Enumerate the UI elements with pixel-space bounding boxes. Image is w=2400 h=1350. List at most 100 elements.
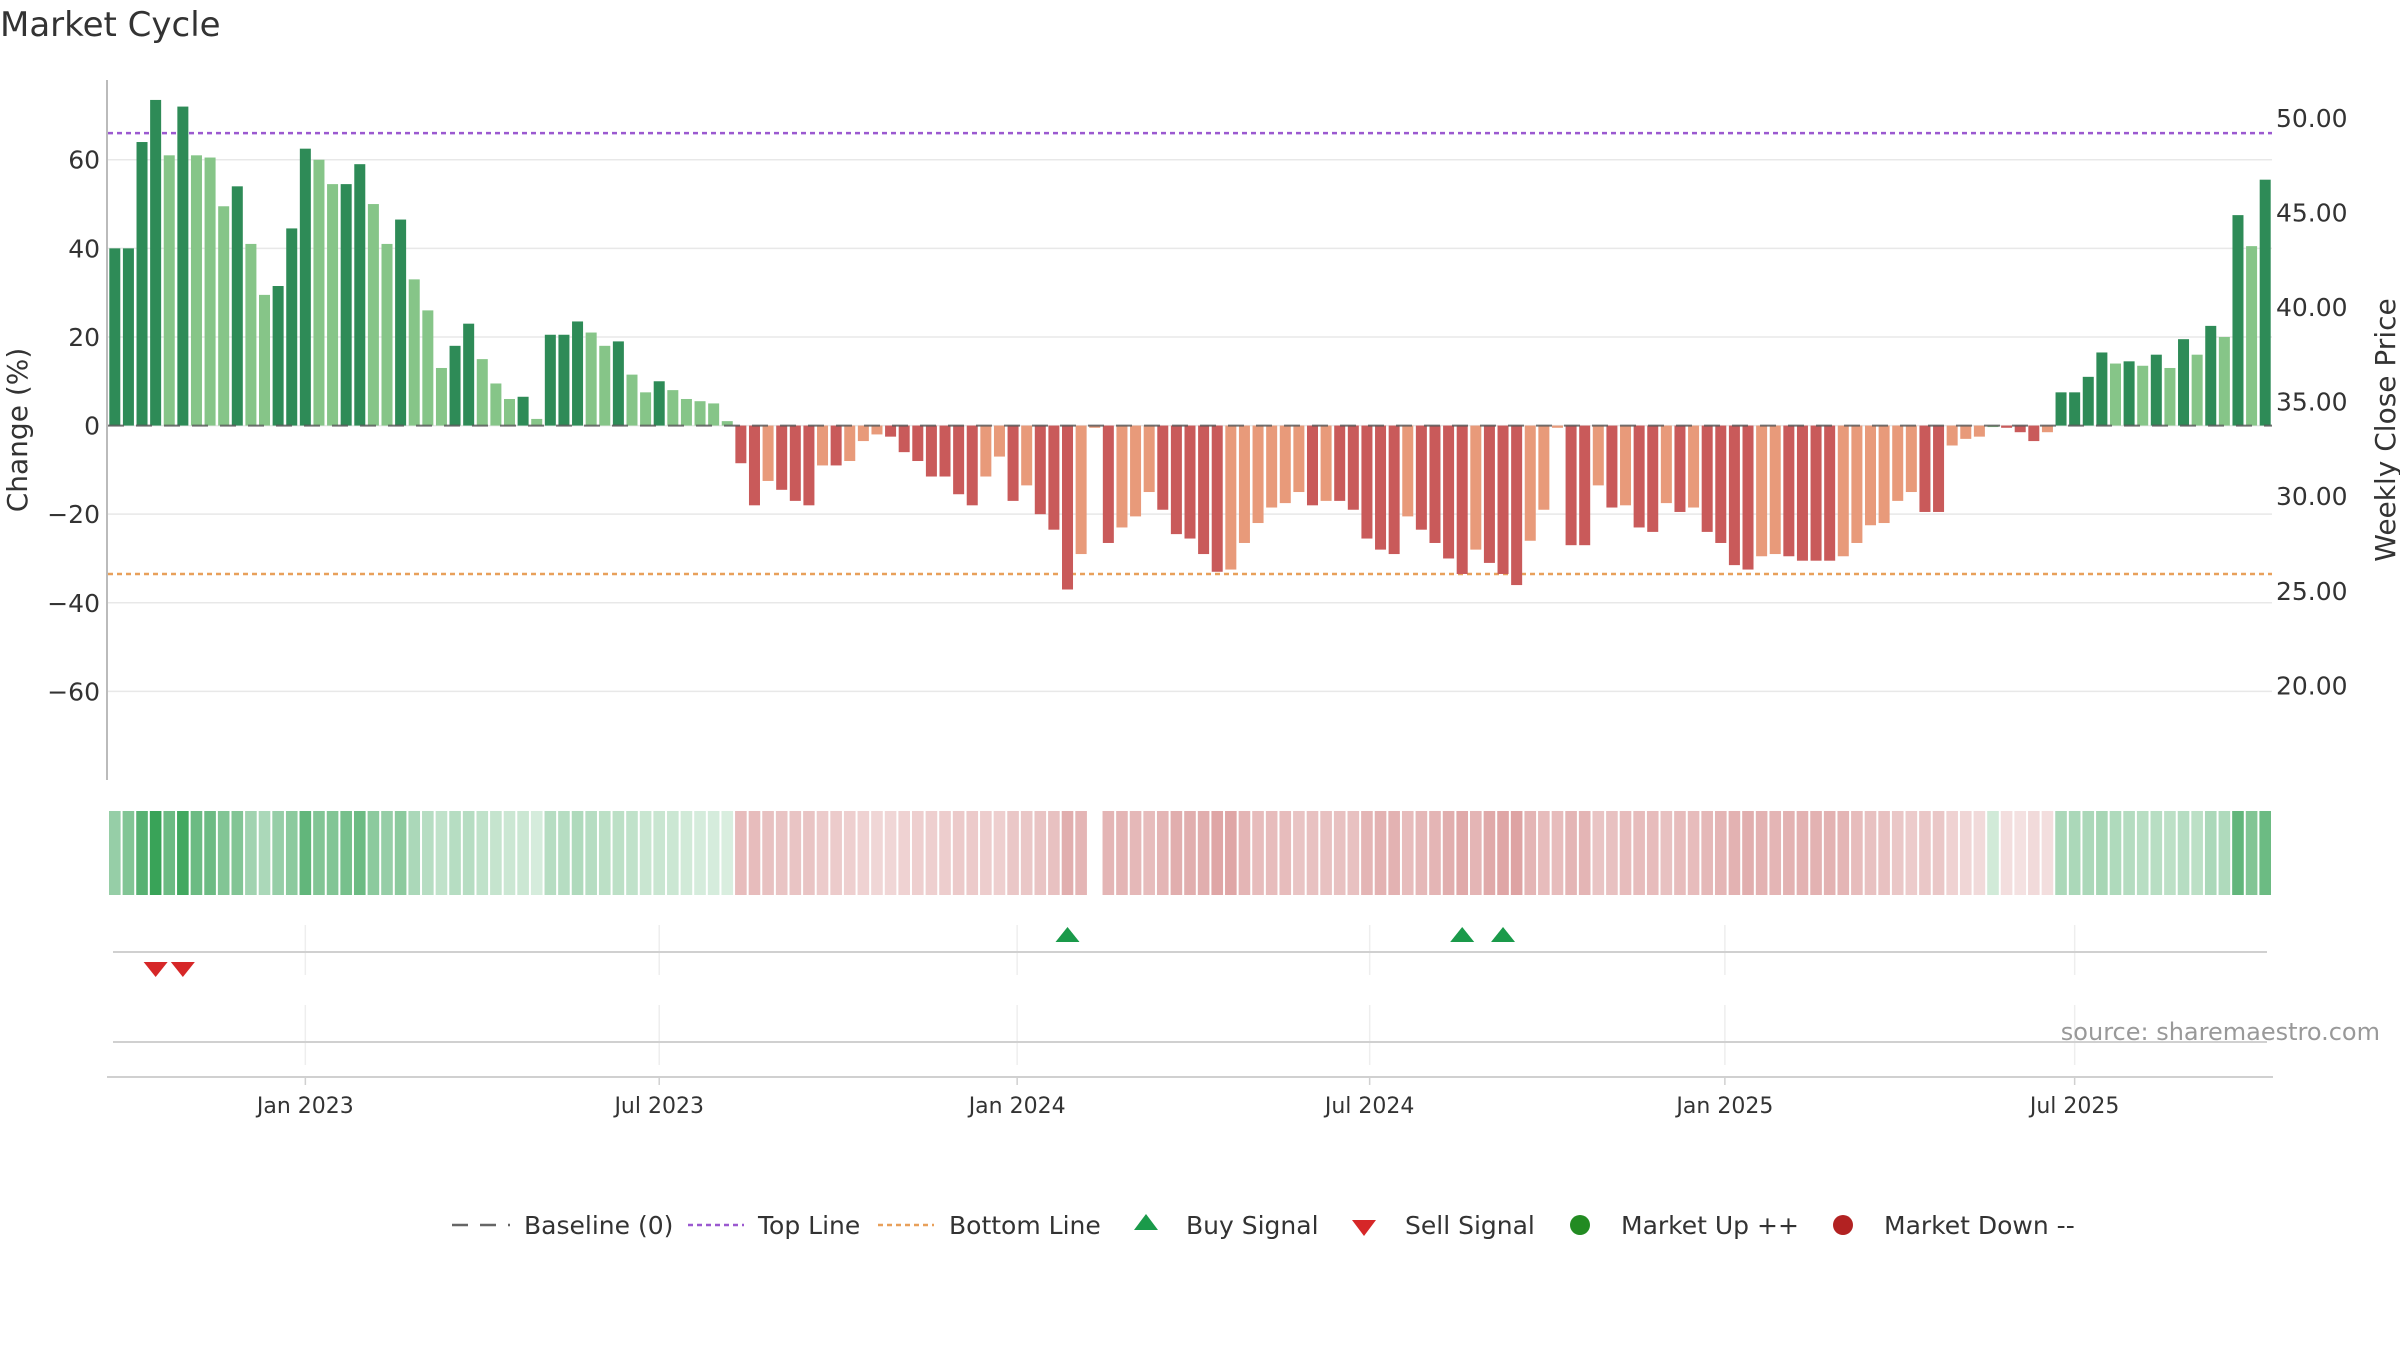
- strength-cell: [1946, 811, 1958, 895]
- strength-cell: [2204, 811, 2217, 895]
- strength-cell: [449, 811, 461, 895]
- strength-cell: [1769, 811, 1782, 895]
- bar: [1810, 425, 1822, 561]
- strength-cell: [245, 811, 257, 895]
- strength-cell: [2041, 811, 2054, 895]
- legend-item-baseline[interactable]: Baseline (0): [452, 1211, 673, 1240]
- strength-cell: [1823, 811, 1836, 895]
- strength-cell: [1646, 811, 1659, 895]
- bar: [1211, 425, 1223, 572]
- bar: [640, 392, 652, 426]
- strength-cell: [109, 811, 121, 895]
- bar: [1266, 425, 1278, 508]
- strength-cell: [2245, 811, 2258, 895]
- strength-cell: [1878, 811, 1890, 895]
- strength-cell: [122, 811, 135, 895]
- bar: [1375, 425, 1387, 550]
- legend-item-buy-signal[interactable]: Buy Signal: [1134, 1211, 1319, 1240]
- strength-cell: [204, 811, 216, 895]
- bar: [708, 403, 720, 426]
- bar: [803, 425, 815, 506]
- strength-cell: [626, 811, 638, 895]
- bar: [286, 228, 298, 426]
- strength-cell: [1361, 811, 1373, 895]
- bar: [2055, 392, 2067, 426]
- y2-axis-label: Weekly Close Price: [2369, 298, 2400, 561]
- y2-tick-label: 40.00: [2276, 293, 2348, 322]
- strength-cell: [272, 811, 284, 895]
- bar: [1116, 425, 1128, 528]
- bar: [122, 248, 134, 426]
- strength-cell: [585, 811, 597, 895]
- strength-cell: [2191, 811, 2203, 895]
- strength-cell: [2014, 811, 2027, 895]
- strength-cell: [1470, 811, 1482, 895]
- strength-cell: [952, 811, 965, 895]
- legend-item-bottom-line[interactable]: Bottom Line: [878, 1211, 1101, 1240]
- bar: [1715, 425, 1727, 543]
- legend-item-top-line[interactable]: Top Line: [688, 1211, 860, 1240]
- legend-sell-signal-label: Sell Signal: [1405, 1211, 1535, 1240]
- bar: [2218, 336, 2230, 426]
- strength-cell: [1728, 811, 1741, 895]
- bar: [408, 279, 420, 426]
- bar: [748, 425, 760, 506]
- bar: [2259, 179, 2271, 426]
- buy-signal-marker: [1450, 927, 1475, 942]
- bar: [435, 367, 447, 426]
- bar: [1102, 425, 1114, 543]
- legend-item-sell-signal[interactable]: Sell Signal: [1352, 1211, 1535, 1240]
- strength-band: [109, 811, 2271, 895]
- bar: [1388, 425, 1400, 555]
- bar: [966, 425, 978, 506]
- strength-cell: [558, 811, 570, 895]
- bar: [871, 425, 883, 435]
- strength-cell: [1701, 811, 1713, 895]
- legend: Baseline (0) Top Line Bottom Line Buy Si…: [452, 1211, 2075, 1240]
- strength-cell: [789, 811, 802, 895]
- y-tick-label: 0: [84, 412, 100, 441]
- bar: [1960, 425, 1972, 439]
- bar: [762, 425, 774, 481]
- source-label: source: sharemaestro.com: [2061, 1018, 2380, 1046]
- bar: [1973, 425, 1985, 437]
- bar: [1497, 425, 1509, 574]
- strength-cell: [1919, 811, 1931, 895]
- bar: [1620, 425, 1632, 506]
- strength-cell: [748, 811, 761, 895]
- market-down-icon: [1833, 1215, 1853, 1235]
- bar: [680, 398, 692, 426]
- legend-item-market-up[interactable]: Market Up ++: [1570, 1211, 1799, 1240]
- bar: [1198, 425, 1210, 555]
- bar: [1878, 425, 1890, 524]
- bar: [1524, 425, 1536, 541]
- strength-cell: [1211, 811, 1224, 895]
- x-tick-label: Jul 2025: [2028, 1094, 2120, 1119]
- strength-cell: [1959, 811, 1972, 895]
- strength-cell: [1388, 811, 1400, 895]
- strength-cell: [653, 811, 666, 895]
- strength-cell: [775, 811, 788, 895]
- market-up-icon: [1570, 1215, 1590, 1235]
- legend-market-down-label: Market Down --: [1884, 1211, 2075, 1240]
- strength-cell: [1851, 811, 1863, 895]
- strength-cell: [231, 811, 244, 895]
- strength-cell: [735, 811, 747, 895]
- bar: [109, 248, 121, 426]
- legend-item-market-down[interactable]: Market Down --: [1833, 1211, 2075, 1240]
- strength-cell: [1456, 811, 1469, 895]
- strength-cell: [612, 811, 625, 895]
- bar: [1143, 425, 1155, 493]
- bar: [1429, 425, 1441, 543]
- strength-cell: [217, 811, 230, 895]
- sell-signal-icon: [1352, 1220, 1376, 1236]
- bar: [327, 184, 339, 426]
- bar: [885, 425, 897, 437]
- bar: [1075, 425, 1087, 555]
- strength-cell: [1551, 811, 1564, 895]
- strength-cell: [1483, 811, 1496, 895]
- bar: [1443, 425, 1455, 559]
- strength-cell: [1116, 811, 1128, 895]
- bar: [1742, 425, 1754, 570]
- signal-panel-gridlines: [304, 925, 2076, 1065]
